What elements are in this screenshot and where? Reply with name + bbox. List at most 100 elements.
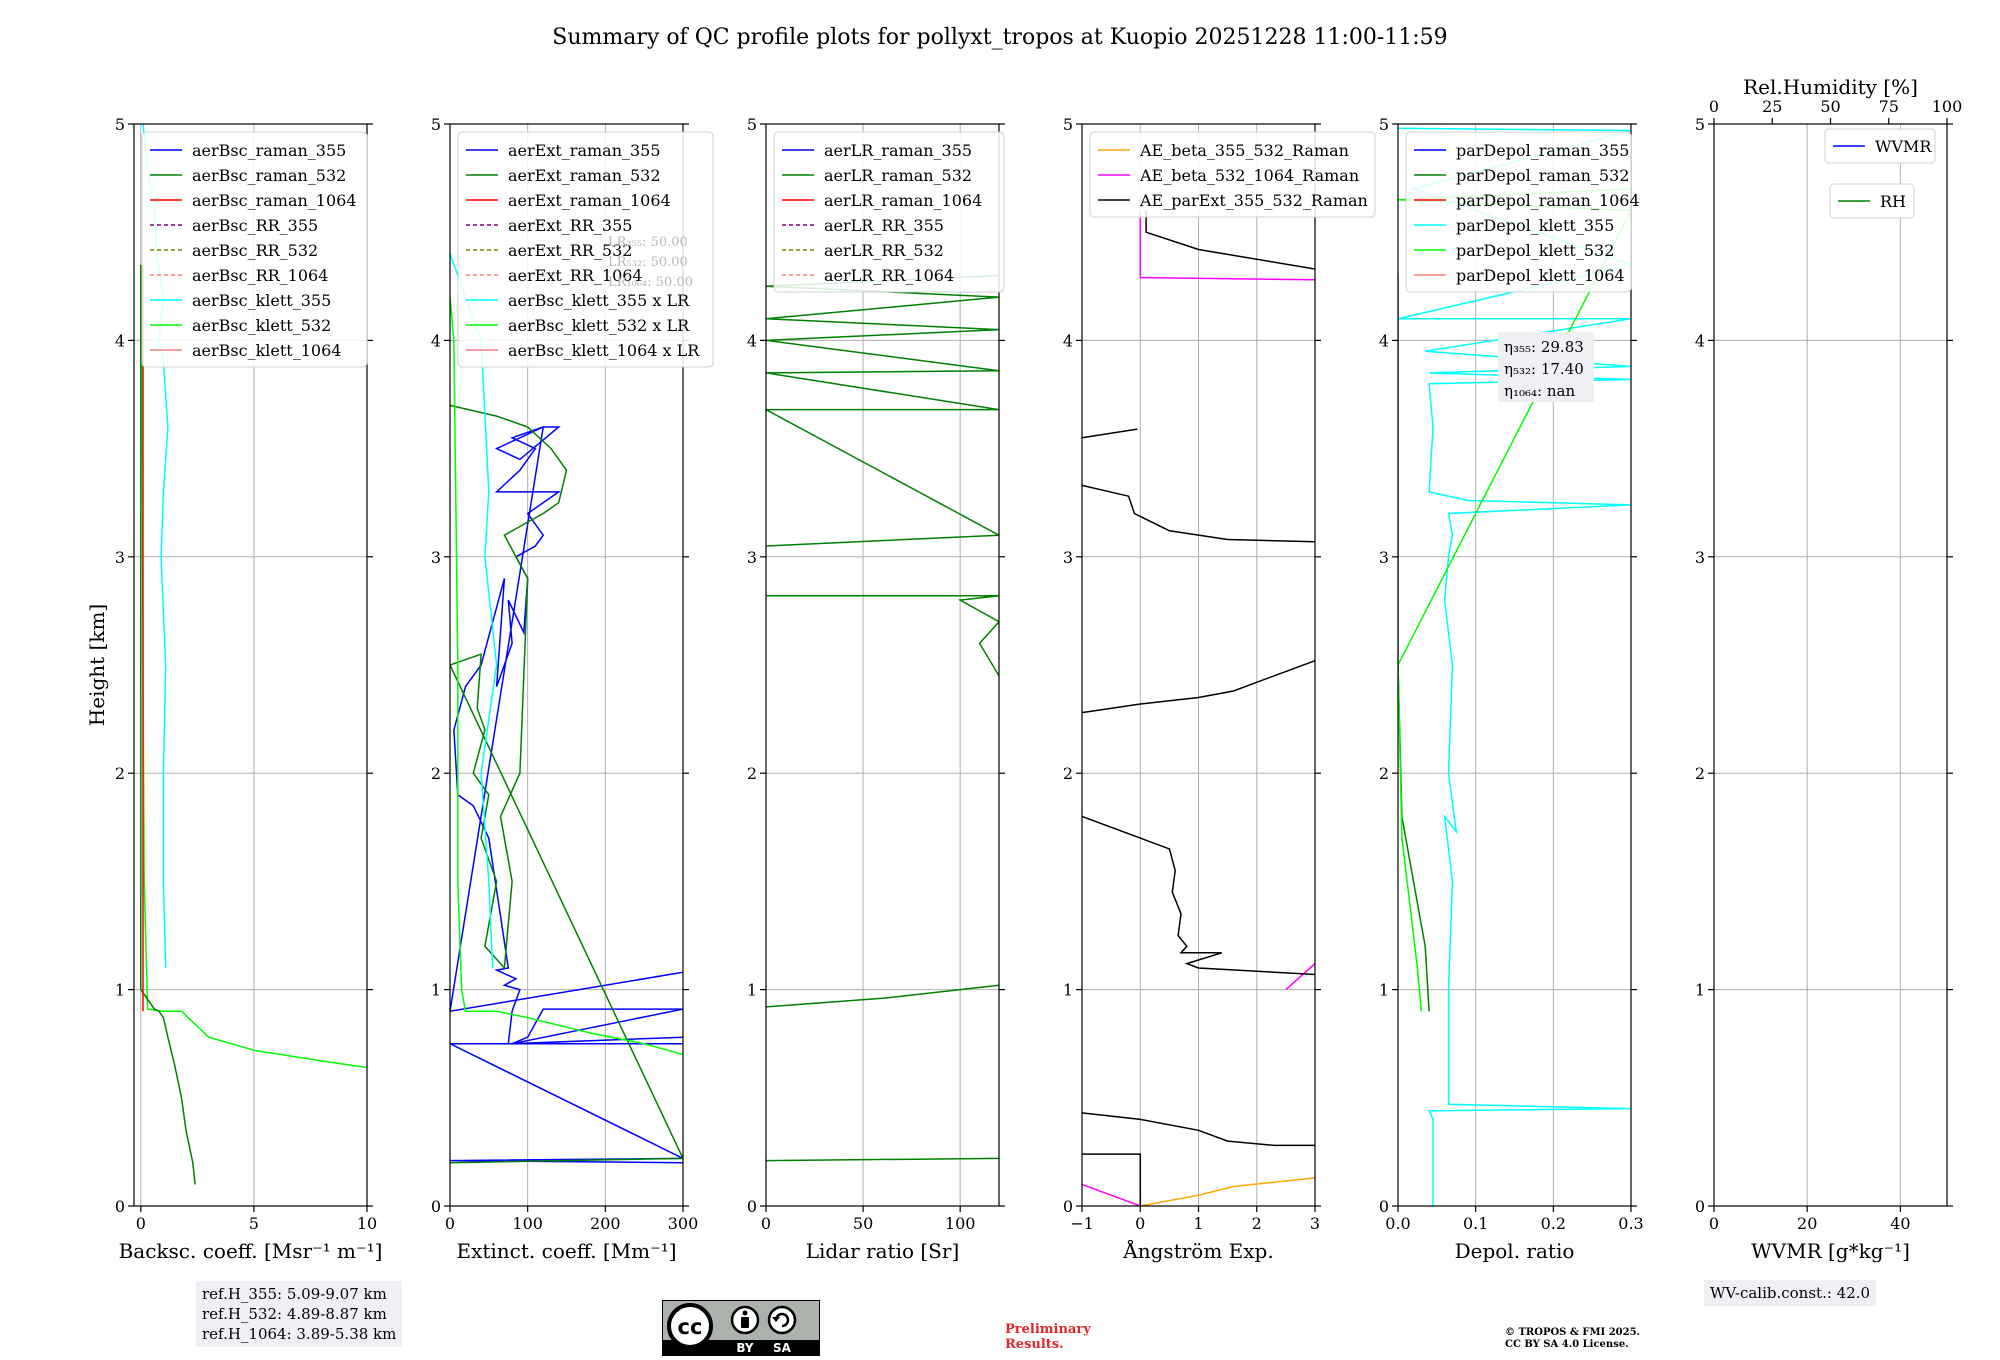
x-tick-label: 0.0 (1385, 1214, 1410, 1233)
legend-label: AE_beta_355_532_Raman (1139, 141, 1349, 160)
eta-box (1498, 332, 1594, 402)
series-aerBsc_klett_532 (141, 297, 367, 1069)
eta-annotation: η₁₀₆₄: nan (1504, 382, 1575, 400)
y-tick-label: 5 (1063, 115, 1073, 134)
x-tick-label: 0.1 (1463, 1214, 1488, 1233)
copyright-line-1: © TROPOS & FMI 2025. (1505, 1327, 1641, 1338)
series-aerLR_raman_532 (766, 274, 999, 547)
y-tick-label: 4 (431, 331, 441, 350)
series-group (1082, 210, 1315, 1206)
sa-label: SA (773, 1341, 792, 1355)
series-parDepol_klett_355 (1398, 127, 1631, 1206)
y-tick-label: 2 (1695, 764, 1705, 783)
legend-box (1405, 131, 1632, 293)
ref-heights-box: ref.H_355: 5.09-9.07 km ref.H_532: 4.89-… (196, 1281, 403, 1347)
legend-label: aerBsc_raman_1064 (192, 191, 357, 210)
x-axis-label: Depol. ratio (1455, 1239, 1575, 1263)
x-tick-label: 0 (1709, 1214, 1719, 1233)
y-tick-label: 4 (1695, 331, 1705, 350)
y-tick-label: 1 (747, 981, 757, 1000)
series-aerExt_raman_355 (450, 426, 683, 1164)
ref-height-1064: ref.H_1064: 3.89-5.38 km (202, 1325, 397, 1343)
copyright-line-2: CC BY SA 4.0 License. (1505, 1339, 1629, 1350)
x-tick-label: 300 (668, 1214, 699, 1233)
legend-label: aerBsc_klett_355 x LR (508, 291, 690, 310)
axes-frame (1713, 123, 1948, 1207)
legend-label: aerBsc_RR_532 (192, 241, 318, 260)
legend-label: aerBsc_raman_355 (192, 141, 346, 160)
series-aerLR_raman_532 (766, 984, 999, 1008)
top-x-tick-label: 25 (1762, 97, 1782, 116)
x-axis-label: Backsc. coeff. [Msr⁻¹ m⁻¹] (119, 1239, 383, 1263)
legend-label: aerBsc_klett_532 x LR (508, 316, 690, 335)
legend-label: parDepol_raman_532 (1456, 166, 1629, 185)
y-tick-label: 0 (115, 1197, 125, 1216)
x-tick-label: 100 (512, 1214, 543, 1233)
y-tick-label: 4 (747, 331, 757, 350)
y-tick-label: 5 (1379, 115, 1389, 134)
figure-title: Summary of QC profile plots for pollyxt_… (552, 25, 1447, 50)
legend-label: aerExt_raman_1064 (508, 191, 671, 210)
legend-label: WVMR (1875, 137, 1932, 156)
top-x-axis-label: Rel.Humidity [%] (1743, 75, 1918, 99)
legend-label: aerLR_raman_1064 (824, 191, 982, 210)
axes-frame (1397, 123, 1632, 1207)
legend-label: parDepol_klett_532 (1456, 241, 1614, 260)
legend-box (1829, 183, 1915, 219)
x-tick-label: 0 (1135, 1214, 1145, 1233)
legend-box (773, 131, 1005, 293)
top-x-tick-label: 0 (1709, 97, 1719, 116)
x-tick-label: 40 (1890, 1214, 1910, 1233)
x-tick-label: 0.3 (1618, 1214, 1643, 1233)
panel-2: 0 100 200 300 0 1 2 3 4 5 Extinct. coeff. [Mm⁻¹] ae… (431, 115, 714, 1263)
y-tick-label: 2 (747, 764, 757, 783)
lr-annotation: LR₅₃₂: 50.00 (608, 255, 688, 270)
series-group (766, 274, 999, 1162)
panel-5: 0.0 0.1 0.2 0.3 0 1 2 3 4 5 Depol. ratio parDepol_r… (1379, 115, 1644, 1263)
x-axis-label: Ångström Exp. (1122, 1238, 1273, 1263)
series-aerBsc_klett_532 x LR (450, 297, 683, 1056)
y-tick-label: 3 (747, 548, 757, 567)
series-AE_parExt_355_532_Raman (1082, 659, 1315, 714)
legend-label: aerBsc_raman_532 (192, 166, 346, 185)
axes-frame (765, 123, 1000, 1207)
legend-label: aerExt_RR_355 (508, 216, 632, 235)
y-tick-label: 5 (115, 115, 125, 134)
legend-label: aerLR_raman_355 (824, 141, 972, 160)
x-tick-label: 100 (945, 1214, 976, 1233)
y-tick-label: 0 (747, 1197, 757, 1216)
series-aerExt_raman_532 (450, 404, 683, 1164)
series-AE_beta_532_1064_Raman (1285, 963, 1315, 991)
preliminary-line-1: Preliminary (1005, 1322, 1091, 1337)
y-tick-label: 2 (431, 764, 441, 783)
legend-box (457, 131, 714, 368)
lr-annotation: LR₃₅₅: 50.00 (608, 235, 688, 250)
legend-label: aerLR_RR_1064 (824, 266, 954, 285)
panel-1: 0 5 10 0 1 2 3 4 5 Backsc. coeff. [Msr⁻¹ m⁻¹] Heig… (85, 115, 382, 1263)
y-axis-label: Height [km] (85, 604, 109, 726)
x-tick-label: 3 (1310, 1214, 1320, 1233)
x-tick-label: 0 (761, 1214, 771, 1233)
legend-label: aerExt_raman_532 (508, 166, 661, 185)
series-aerBsc_raman_532 (140, 264, 196, 1185)
series-aerLR_raman_532 (766, 595, 999, 677)
x-tick-label: 10 (357, 1214, 377, 1233)
series-AE_beta_355_532_Raman (1140, 1177, 1315, 1206)
legend-label: RH (1880, 192, 1906, 211)
x-axis-label: Lidar ratio [Sr] (806, 1239, 960, 1263)
y-tick-label: 1 (115, 981, 125, 1000)
x-tick-label: −1 (1070, 1214, 1094, 1233)
lr-annotation: LR₁₀₆₄: 50.00 (608, 275, 693, 290)
x-tick-label: 200 (590, 1214, 621, 1233)
y-tick-label: 2 (1063, 764, 1073, 783)
panel-3: 0 50 100 0 1 2 3 4 5 Lidar ratio [Sr] aerLR_raman_… (747, 115, 1005, 1263)
y-tick-label: 0 (1695, 1197, 1705, 1216)
series-AE_parExt_355_532_Raman (1082, 428, 1138, 439)
y-tick-label: 4 (115, 331, 125, 350)
y-tick-label: 1 (431, 981, 441, 1000)
legend-label: aerBsc_klett_532 (192, 316, 331, 335)
y-tick-label: 3 (1063, 548, 1073, 567)
legend-label: aerExt_RR_532 (508, 241, 632, 260)
